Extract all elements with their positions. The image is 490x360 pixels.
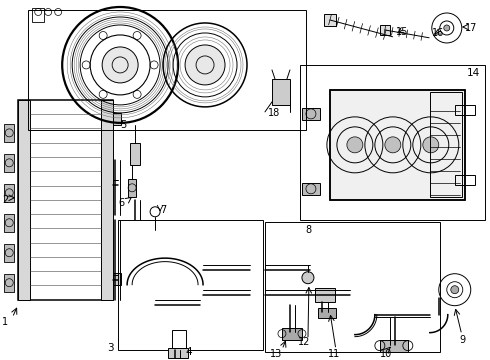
Bar (302, 183, 320, 195)
Text: 18: 18 (268, 108, 280, 118)
Bar (4, 154, 14, 172)
Circle shape (185, 45, 225, 85)
Bar (168, 348, 188, 357)
Circle shape (451, 286, 459, 294)
Bar (128, 179, 136, 197)
Circle shape (347, 137, 363, 153)
Text: 15: 15 (395, 27, 408, 37)
Bar (300, 65, 485, 220)
Circle shape (385, 137, 401, 153)
Circle shape (444, 25, 450, 31)
Bar (118, 220, 263, 350)
Bar (4, 124, 14, 142)
Bar (4, 184, 14, 202)
Bar (4, 244, 14, 262)
Text: 16: 16 (432, 28, 444, 38)
Circle shape (102, 47, 138, 83)
Bar (28, 10, 306, 130)
Text: 12: 12 (298, 337, 310, 347)
Bar (430, 92, 462, 197)
Bar (4, 214, 14, 232)
Text: 17: 17 (465, 23, 477, 33)
Text: 14: 14 (467, 68, 480, 78)
Text: 1: 1 (2, 317, 8, 327)
Bar (330, 90, 465, 200)
Bar (113, 113, 121, 125)
Bar (18, 100, 113, 300)
Bar (455, 105, 475, 115)
Text: 3: 3 (107, 343, 114, 353)
Bar (32, 8, 44, 22)
Bar (380, 25, 390, 35)
Bar (4, 274, 14, 292)
Bar (130, 143, 140, 165)
Bar (272, 79, 290, 105)
Text: 2: 2 (2, 195, 8, 205)
Text: 10: 10 (380, 348, 392, 359)
Bar (302, 108, 320, 120)
Text: 7: 7 (160, 205, 166, 215)
Text: 11: 11 (328, 348, 340, 359)
Bar (330, 90, 465, 200)
Text: 5: 5 (120, 120, 126, 130)
Text: 8: 8 (305, 225, 311, 235)
Text: 9: 9 (460, 335, 466, 345)
Bar (455, 175, 475, 185)
Text: 13: 13 (270, 348, 282, 359)
Text: 4: 4 (185, 347, 192, 357)
Bar (324, 14, 336, 26)
Circle shape (423, 137, 439, 153)
Text: 6: 6 (118, 198, 124, 208)
Bar (18, 100, 30, 300)
Bar (282, 328, 302, 339)
Circle shape (302, 272, 314, 284)
Bar (172, 330, 186, 348)
Bar (101, 100, 113, 300)
Bar (380, 339, 408, 352)
Bar (318, 308, 336, 318)
Bar (265, 222, 440, 352)
Bar (113, 273, 121, 285)
Bar (315, 288, 335, 302)
